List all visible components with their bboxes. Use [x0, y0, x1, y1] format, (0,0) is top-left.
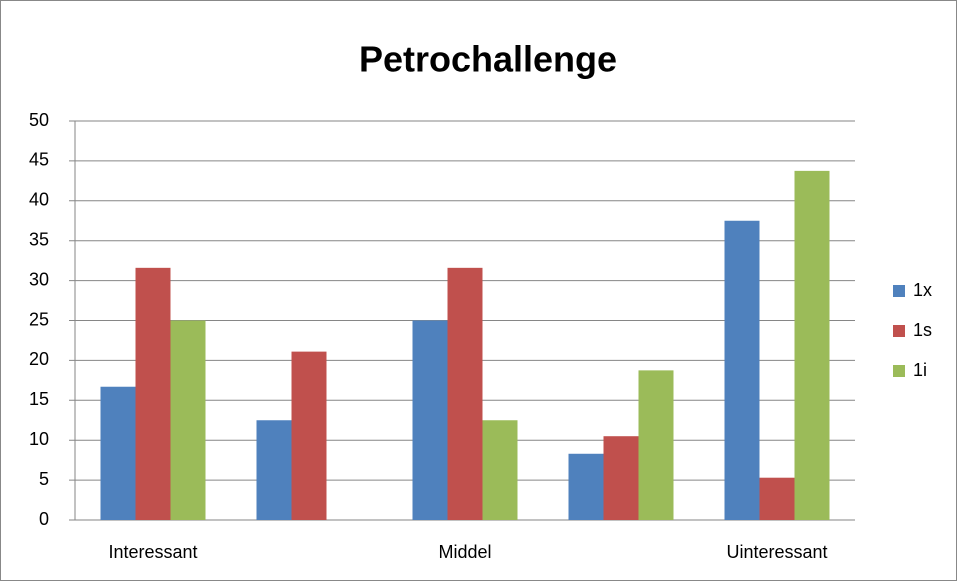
bar [482, 420, 518, 520]
y-tick-label: 45 [29, 150, 49, 170]
x-tick-label: Middel [438, 542, 491, 562]
chart-title: Petrochallenge [359, 39, 617, 80]
y-tick-label: 40 [29, 190, 49, 210]
x-tick-label: Uinteressant [726, 542, 827, 562]
bar [568, 453, 604, 520]
y-tick-label: 20 [29, 349, 49, 369]
x-tick-label: Interessant [108, 542, 197, 562]
bar [603, 436, 639, 520]
y-tick-label: 5 [39, 469, 49, 489]
y-tick-label: 50 [29, 110, 49, 130]
bar [638, 370, 674, 520]
y-tick-label: 35 [29, 229, 49, 249]
legend-swatch [893, 285, 905, 297]
legend-swatch [893, 365, 905, 377]
bar [794, 170, 830, 520]
legend-label: 1s [913, 320, 932, 340]
legend-label: 1i [913, 360, 927, 380]
y-tick-label: 30 [29, 269, 49, 289]
y-tick-label: 25 [29, 309, 49, 329]
bar [170, 320, 206, 520]
bar [447, 267, 483, 520]
y-tick-label: 15 [29, 389, 49, 409]
bar [291, 351, 327, 520]
legend-label: 1x [913, 280, 932, 300]
bar [759, 477, 795, 520]
bar [100, 386, 136, 520]
legend-swatch [893, 325, 905, 337]
bar [256, 420, 292, 520]
bar [724, 220, 760, 520]
y-tick-label: 0 [39, 509, 49, 529]
y-tick-label: 10 [29, 429, 49, 449]
bar [135, 267, 171, 520]
bar [412, 320, 448, 520]
